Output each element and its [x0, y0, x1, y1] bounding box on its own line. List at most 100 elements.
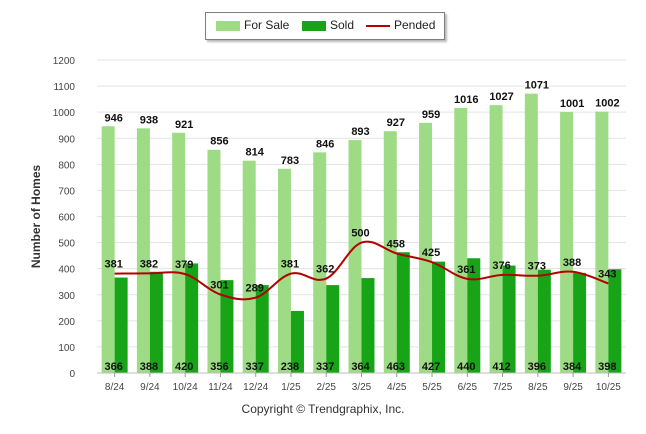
sold-bar	[537, 269, 551, 373]
y-tick-label: 0	[69, 369, 75, 380]
for-sale-bar	[595, 111, 609, 374]
for-sale-value-label: 893	[351, 126, 369, 138]
for-sale-bar	[560, 111, 574, 374]
x-tick-label: 3/25	[352, 382, 372, 393]
pended-value-label: 382	[140, 258, 158, 270]
for-sale-bar	[489, 105, 503, 373]
sold-value-label: 412	[492, 361, 510, 373]
for-sale-value-label: 927	[387, 117, 405, 129]
legend-for-sale: For Sale	[244, 18, 290, 32]
copyright-footer: Copyright © Trendgraphix, Inc.	[241, 402, 405, 416]
sold-value-label: 420	[175, 361, 193, 373]
pended-value-label: 362	[316, 264, 334, 276]
x-tick-label: 7/25	[493, 382, 513, 393]
for-sale-value-label: 921	[175, 119, 193, 131]
pended-value-label: 361	[457, 264, 475, 276]
bars	[101, 93, 622, 374]
for-sale-swatch	[216, 21, 240, 31]
for-sale-bar	[454, 107, 468, 373]
y-tick-label: 400	[58, 265, 75, 276]
for-sale-value-label: 856	[210, 136, 228, 148]
for-sale-value-label: 783	[281, 155, 299, 167]
x-tick-label: 9/25	[563, 382, 583, 393]
x-tick-label: 10/25	[596, 382, 621, 393]
pended-value-label: 301	[210, 279, 228, 291]
sold-bar	[255, 285, 269, 373]
x-tick-label: 11/24	[208, 382, 233, 393]
for-sale-value-label: 814	[246, 147, 265, 159]
pended-value-label: 289	[246, 283, 264, 295]
for-sale-bar	[348, 140, 362, 373]
legend: For Sale Sold Pended	[205, 12, 445, 40]
sold-bar	[220, 280, 234, 373]
for-sale-bar	[172, 132, 186, 373]
for-sale-bar	[383, 131, 397, 373]
y-axis-title: Number of Homes	[29, 165, 43, 269]
for-sale-value-label: 959	[422, 109, 440, 121]
sold-bar	[149, 271, 163, 373]
pended-value-label: 373	[528, 261, 546, 273]
x-tick-label: 6/25	[458, 382, 478, 393]
for-sale-value-label: 1002	[595, 98, 619, 110]
x-tick-label: 10/24	[173, 382, 198, 393]
sold-value-label: 398	[598, 361, 616, 373]
sold-bar	[432, 261, 446, 373]
sold-value-label: 396	[528, 361, 546, 373]
pended-swatch	[366, 25, 390, 27]
sold-bar	[290, 310, 304, 373]
for-sale-value-label: 846	[316, 138, 334, 150]
pended-line	[114, 240, 609, 301]
sold-value-label: 440	[457, 361, 475, 373]
data-labels: 946 381 366 938 382 388 921 379 420 856 301 356 814 2…	[104, 80, 619, 373]
y-tick-label: 900	[58, 134, 75, 145]
sold-bar	[608, 269, 622, 373]
y-tick-label: 500	[58, 239, 75, 250]
sold-value-label: 388	[140, 361, 158, 373]
for-sale-value-label: 938	[140, 114, 158, 126]
sold-bar	[114, 277, 128, 373]
sold-value-label: 238	[281, 361, 299, 373]
pended-value-label: 425	[422, 247, 440, 259]
pended-value-label: 388	[563, 257, 581, 269]
y-tick-label: 800	[58, 160, 75, 171]
x-tick-label: 12/24	[243, 382, 268, 393]
for-sale-bar	[136, 128, 150, 373]
sold-value-label: 384	[563, 361, 582, 373]
y-tick-label: 1200	[53, 56, 76, 67]
y-tick-label: 1000	[53, 108, 76, 119]
y-tick-label: 700	[58, 186, 75, 197]
x-tick-label: 4/25	[387, 382, 407, 393]
for-sale-bar	[313, 152, 327, 373]
x-tick-label: 5/25	[422, 382, 442, 393]
for-sale-value-label: 1027	[489, 91, 513, 103]
pended-value-label: 343	[598, 269, 616, 281]
sold-bar	[573, 272, 587, 373]
pended-value-label: 376	[492, 260, 510, 272]
x-tick-label: 1/25	[281, 382, 301, 393]
for-sale-bar	[524, 93, 538, 374]
pended-value-label: 379	[175, 259, 193, 271]
for-sale-bar	[101, 126, 115, 373]
sold-swatch	[302, 21, 326, 31]
for-sale-value-label: 1001	[560, 98, 584, 110]
sold-bar	[396, 252, 410, 373]
x-tick-label: 9/24	[140, 382, 160, 393]
sold-value-label: 337	[316, 361, 334, 373]
x-tick-label: 8/24	[105, 382, 125, 393]
pended-value-label: 458	[387, 239, 405, 251]
for-sale-bar	[277, 168, 291, 373]
for-sale-bar	[207, 149, 221, 373]
for-sale-value-label: 1071	[525, 80, 549, 92]
for-sale-bar	[419, 122, 433, 373]
sold-bar	[185, 263, 199, 373]
sold-value-label: 364	[351, 361, 370, 373]
sold-bar	[467, 258, 481, 373]
y-tick-label: 1100	[53, 82, 75, 93]
y-tick-label: 300	[58, 291, 75, 302]
pended-value-label: 500	[351, 228, 369, 240]
sold-value-label: 427	[422, 361, 440, 373]
axes: 0 100 200 300 400 500 600 700 800 900 1000 1100 1200…	[29, 56, 626, 393]
sold-value-label: 337	[246, 361, 264, 373]
sold-bar	[502, 265, 516, 373]
